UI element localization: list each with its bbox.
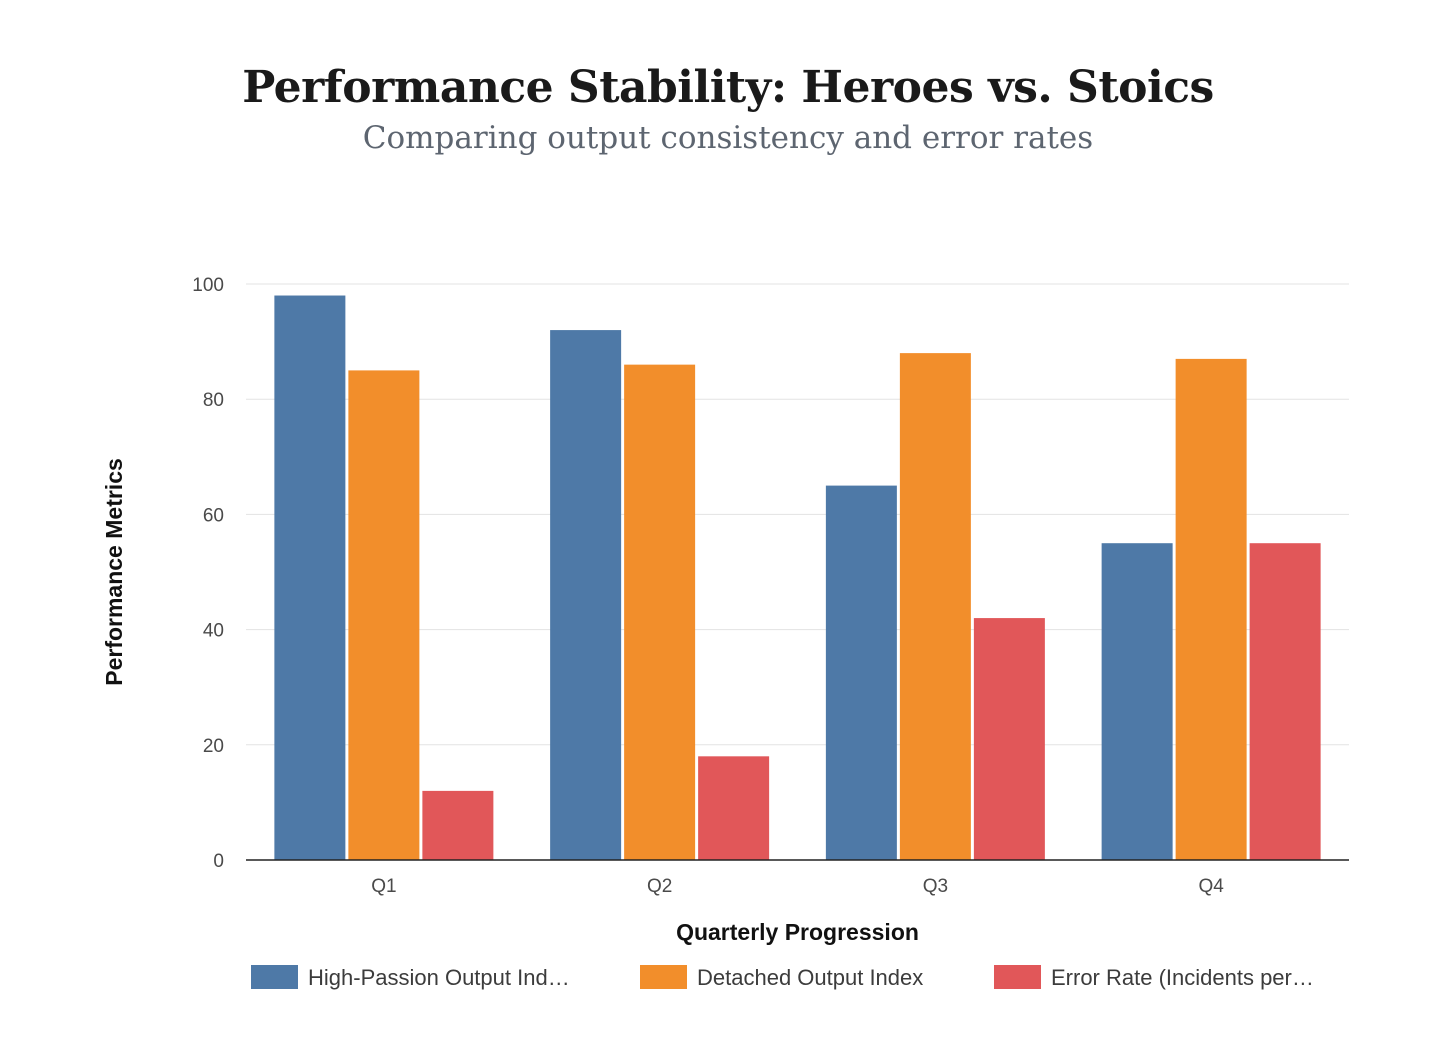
bar: [698, 756, 770, 860]
legend-swatch: [994, 965, 1041, 989]
legend: High-Passion Output Ind… Detached Output …: [251, 965, 1314, 990]
bar: [422, 790, 494, 860]
x-tick-label: Q3: [923, 876, 948, 897]
x-tick-label: Q4: [1198, 876, 1224, 897]
y-tick-label: 20: [203, 736, 224, 757]
bar: [1249, 543, 1321, 860]
y-axis-title: Performance Metrics: [101, 458, 127, 686]
x-tick-label: Q1: [371, 876, 396, 897]
legend-swatch: [251, 965, 298, 989]
bar: [899, 353, 971, 860]
y-tick-label: 0: [213, 851, 224, 872]
y-tick-label: 40: [203, 621, 224, 642]
x-tick-label: Q2: [647, 876, 672, 897]
bar: [550, 330, 622, 861]
legend-label: High-Passion Output Ind…: [308, 965, 570, 990]
bar: [973, 618, 1045, 860]
y-tick-label: 100: [192, 275, 224, 296]
bar: [825, 485, 897, 860]
bar: [1101, 543, 1173, 860]
bar: [274, 295, 346, 860]
chart-title: Performance Stability: Heroes vs. Stoics: [242, 62, 1214, 113]
chart-subtitle: Comparing output consistency and error r…: [362, 120, 1094, 156]
legend-label: Error Rate (Incidents per…: [1051, 965, 1314, 990]
x-axis-title: Quarterly Progression: [676, 919, 919, 945]
bar: [348, 370, 420, 860]
x-axis-ticks: Q1 Q2 Q3 Q4: [371, 876, 1224, 897]
bars: [274, 295, 1321, 861]
bar: [1175, 358, 1247, 860]
bar: [624, 364, 696, 860]
legend-label: Detached Output Index: [697, 965, 923, 990]
y-axis-ticks: 0 20 40 60 80 100: [192, 275, 224, 872]
y-tick-label: 60: [203, 505, 224, 526]
y-tick-label: 80: [203, 390, 224, 411]
legend-swatch: [640, 965, 687, 989]
